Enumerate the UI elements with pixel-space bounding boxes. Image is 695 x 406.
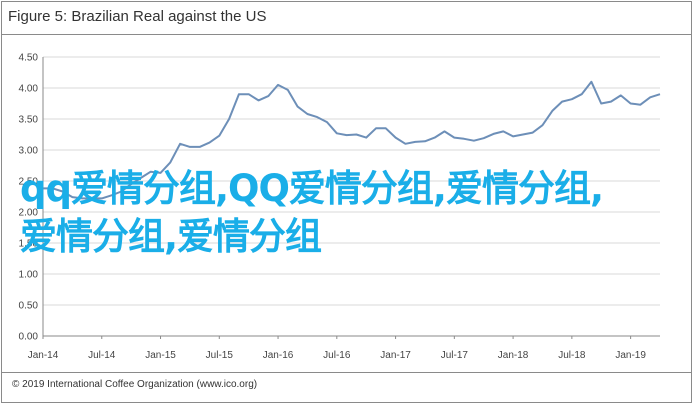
x-tick-label: Jul-18 bbox=[558, 350, 586, 361]
y-tick-label: 2.50 bbox=[19, 177, 39, 188]
x-tick-label: Jan-19 bbox=[615, 350, 646, 361]
x-tick-label: Jul-15 bbox=[206, 350, 234, 361]
x-tick-label: Jan-18 bbox=[498, 350, 529, 361]
x-tick-label: Jul-16 bbox=[323, 350, 351, 361]
y-tick-label: 0.50 bbox=[19, 301, 39, 312]
y-tick-label: 0.00 bbox=[19, 332, 39, 343]
y-tick-label: 3.00 bbox=[19, 146, 39, 157]
x-tick-label: Jul-14 bbox=[88, 350, 116, 361]
y-tick-label: 3.50 bbox=[19, 115, 39, 126]
title-divider bbox=[1, 34, 692, 35]
x-tick-label: Jan-17 bbox=[380, 350, 411, 361]
y-tick-label: 1.00 bbox=[19, 270, 39, 281]
series-line bbox=[43, 80, 661, 200]
x-tick-label: Jan-16 bbox=[263, 350, 294, 361]
x-tick-label: Jan-14 bbox=[28, 350, 59, 361]
y-tick-label: 4.50 bbox=[19, 53, 39, 64]
footer-divider bbox=[1, 372, 692, 373]
source-footnote: © 2019 International Coffee Organization… bbox=[12, 379, 258, 390]
chart-title: Figure 5: Brazilian Real against the US bbox=[8, 8, 267, 25]
y-tick-label: 1.50 bbox=[19, 239, 39, 250]
watermark-overlay-text: qq爱情分组,QQ爱情分组,爱情分组,爱情分组,爱情分组 bbox=[20, 167, 604, 258]
x-tick-label: Jul-17 bbox=[441, 350, 469, 361]
x-tick-label: Jan-15 bbox=[145, 350, 176, 361]
y-tick-label: 4.00 bbox=[19, 84, 39, 95]
y-tick-label: 2.00 bbox=[19, 208, 39, 219]
